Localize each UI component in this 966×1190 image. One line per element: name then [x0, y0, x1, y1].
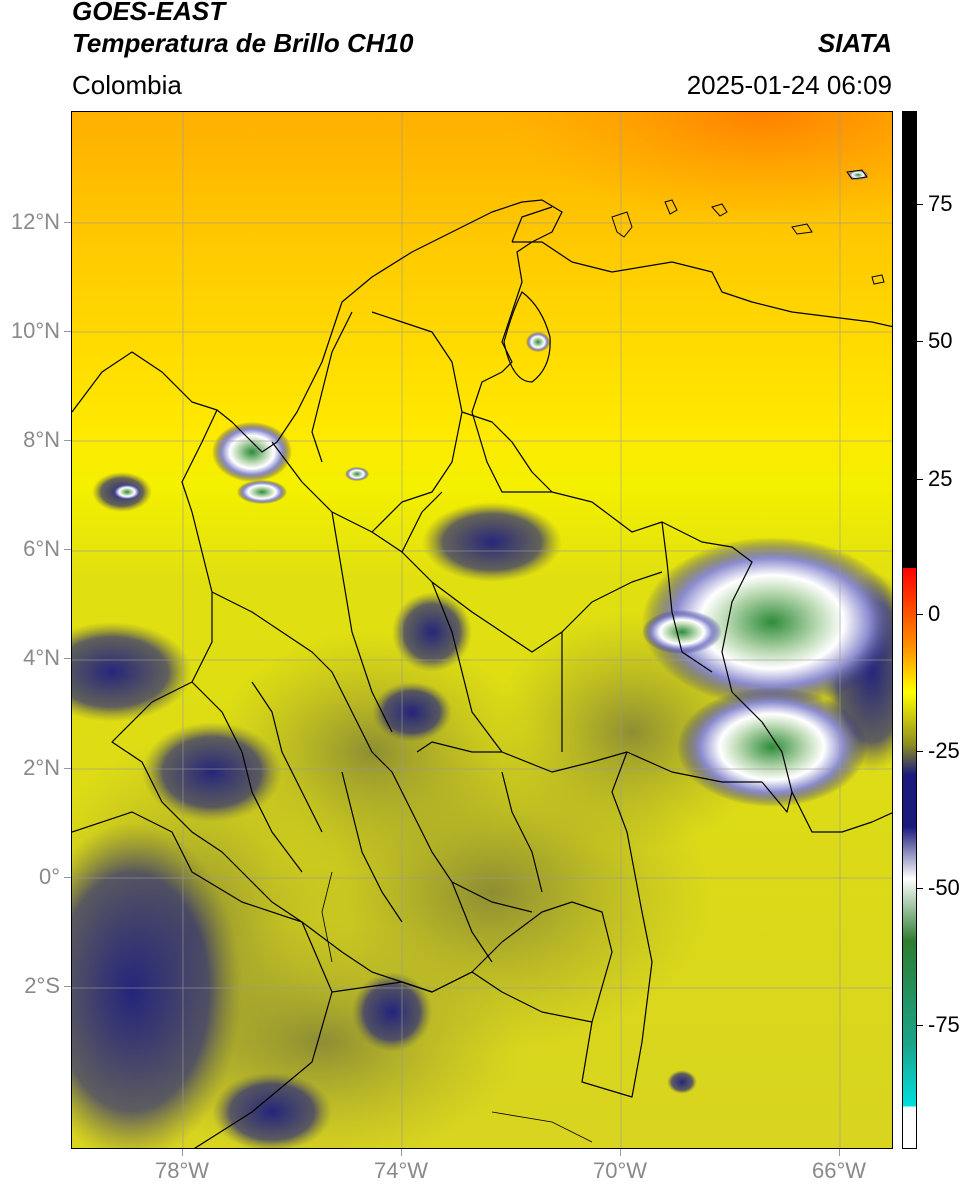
- lon-label: 74°W: [373, 1158, 429, 1183]
- lat-tick-mark: [64, 331, 71, 332]
- map-canvas: [72, 112, 892, 1148]
- colorbar-tick-mark: [917, 614, 923, 615]
- lat-tick-mark: [64, 222, 71, 223]
- lat-label: 2°S: [24, 973, 60, 998]
- lon-label: 78°W: [154, 1158, 210, 1183]
- lat-tick-mark: [64, 877, 71, 878]
- graticule: [72, 112, 892, 1148]
- colorbar-label: -50: [928, 875, 960, 900]
- colorbar-tick-mark: [917, 888, 923, 889]
- brand-label: SIATA: [817, 28, 892, 58]
- secondary-boundaries: [321, 871, 593, 1143]
- lon-tick-mark: [401, 1149, 402, 1156]
- boundaries: [72, 199, 892, 1148]
- lat-label: 12°N: [10, 209, 60, 234]
- lat-label: 6°N: [23, 536, 60, 561]
- colorbar-label: 75: [928, 191, 953, 216]
- colorbar-label: -75: [928, 1012, 960, 1037]
- satellite-map: [71, 111, 893, 1149]
- lat-label: 0°: [38, 864, 60, 889]
- lon-tick-mark: [839, 1149, 840, 1156]
- colorbar-tick-mark: [917, 1025, 923, 1026]
- lon-tick-mark: [620, 1149, 621, 1156]
- colorbar-tick-mark: [917, 204, 923, 205]
- colorbar-tick-mark: [917, 479, 923, 480]
- colorbar-label: 50: [928, 328, 953, 353]
- lat-label: 2°N: [23, 755, 60, 780]
- colorbar-label: 0: [928, 601, 941, 626]
- lat-tick-mark: [64, 768, 71, 769]
- lon-label: 70°W: [592, 1158, 648, 1183]
- colorbar-label: 25: [928, 466, 953, 491]
- lon-label: 66°W: [811, 1158, 867, 1183]
- lon-tick-mark: [182, 1149, 183, 1156]
- region-label: Colombia: [72, 70, 182, 100]
- lat-tick-mark: [64, 440, 71, 441]
- colorbar-tick-mark: [917, 341, 923, 342]
- timestamp-label: 2025-01-24 06:09: [686, 70, 892, 100]
- lat-tick-mark: [64, 549, 71, 550]
- lat-tick-mark: [64, 658, 71, 659]
- colorbar-tick-mark: [917, 751, 923, 752]
- lat-tick-mark: [64, 986, 71, 987]
- islands: [611, 169, 885, 285]
- lat-label: 10°N: [10, 318, 60, 343]
- colorbar-label: -25: [928, 738, 960, 763]
- lat-label: 4°N: [23, 645, 60, 670]
- lat-label: 8°N: [23, 427, 60, 452]
- temperature-colorbar: [902, 111, 917, 1149]
- product-title: Temperatura de Brillo CH10: [72, 28, 414, 58]
- satellite-title: GOES-EAST: [72, 0, 226, 26]
